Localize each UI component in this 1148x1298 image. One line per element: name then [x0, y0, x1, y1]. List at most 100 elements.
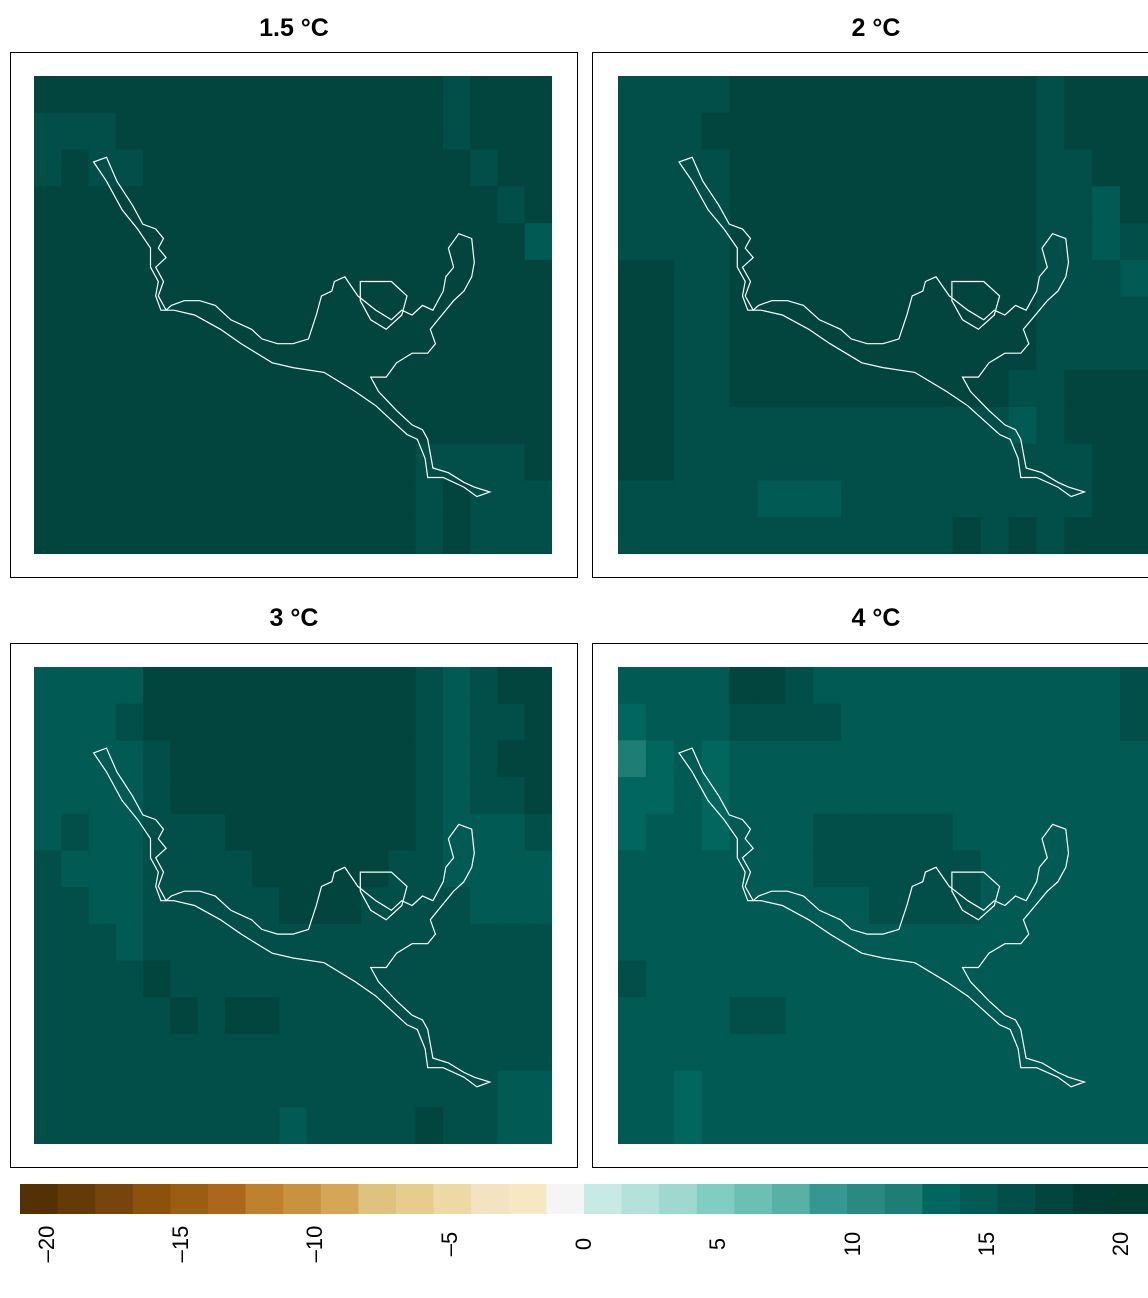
heatmap-cell	[197, 333, 226, 371]
heatmap-cell	[170, 850, 199, 888]
heatmap-cell	[813, 149, 842, 187]
heatmap-cell	[1092, 667, 1121, 705]
heatmap-cell	[524, 333, 552, 371]
heatmap-cell	[115, 76, 144, 114]
heatmap-cell	[415, 223, 444, 261]
heatmap-cell	[388, 813, 417, 852]
heatmap-cell	[729, 406, 759, 445]
heatmap-cell	[924, 76, 954, 114]
heatmap-cell	[757, 960, 786, 998]
heatmap-cell	[497, 703, 526, 741]
heatmap-cell	[813, 112, 842, 151]
heatmap-cell	[143, 186, 171, 224]
heatmap-cell	[61, 296, 90, 334]
heatmap-cell	[952, 667, 982, 705]
heatmap-cell	[841, 333, 870, 371]
heatmap-cell	[306, 186, 335, 224]
heatmap-cell	[388, 960, 417, 998]
heatmap-cell	[252, 703, 280, 741]
heatmap-cell	[388, 112, 417, 151]
heatmap-cell	[170, 960, 199, 998]
heatmap-cell	[1036, 740, 1065, 778]
heatmap-cell	[34, 370, 62, 408]
heatmap-cell	[61, 333, 90, 371]
heatmap-cell	[279, 1033, 308, 1072]
heatmap-cell	[618, 296, 647, 334]
heatmap-cell	[1064, 923, 1093, 962]
heatmap-cell	[143, 333, 171, 371]
heatmap-cell	[470, 667, 499, 705]
heatmap-cell	[896, 887, 926, 925]
heatmap-cell	[924, 667, 954, 705]
heatmap-cell	[388, 997, 417, 1035]
heatmap-cell	[279, 259, 308, 298]
heatmap-cell	[1092, 887, 1121, 925]
heatmap-cell	[170, 1033, 199, 1072]
heatmap-cell	[306, 777, 335, 815]
heatmap-cell	[645, 1107, 675, 1144]
heatmap-cell	[388, 703, 417, 741]
heatmap-cell	[115, 517, 144, 554]
heatmap-cell	[442, 703, 471, 741]
heatmap-cell	[524, 1107, 552, 1144]
heatmap-cell	[1120, 259, 1148, 298]
heatmap-cell	[388, 149, 417, 187]
heatmap-cell	[757, 923, 786, 962]
heatmap-cell	[497, 740, 526, 778]
heatmap-cell	[279, 997, 308, 1035]
heatmap-cell	[1092, 1070, 1121, 1108]
heatmap-cell	[470, 333, 499, 371]
heatmap-cell	[1036, 296, 1065, 334]
heatmap-cell	[497, 850, 526, 888]
heatmap-cell	[279, 740, 308, 778]
heatmap-svg	[618, 76, 1148, 554]
heatmap-cell	[1064, 703, 1093, 741]
heatmap-cell	[143, 406, 171, 445]
heatmap-cell	[524, 517, 552, 554]
heatmap-cell	[1120, 813, 1148, 852]
heatmap-cell	[34, 997, 62, 1035]
heatmap-cell	[980, 960, 1010, 998]
heatmap-cell	[224, 223, 253, 261]
heatmap-cell	[61, 517, 90, 554]
heatmap-cell	[333, 813, 362, 852]
heatmap-cell	[306, 333, 335, 371]
heatmap-cell	[1008, 667, 1038, 705]
heatmap-svg	[34, 76, 552, 554]
heatmap-cell	[896, 186, 926, 224]
heatmap-cell	[388, 777, 417, 815]
heatmap-cell	[869, 443, 898, 482]
heatmap-cell	[1120, 1033, 1148, 1072]
heatmap-cell	[224, 740, 253, 778]
heatmap-cell	[1008, 333, 1038, 371]
heatmap-cell	[1064, 333, 1093, 371]
heatmap-cell	[61, 112, 90, 151]
heatmap-cell	[785, 112, 814, 151]
heatmap-cell	[785, 76, 814, 114]
heatmap-cell	[980, 740, 1010, 778]
heatmap-cell	[115, 813, 144, 852]
heatmap-cell	[442, 112, 471, 151]
heatmap-cell	[1064, 223, 1093, 261]
heatmap-cell	[952, 370, 982, 408]
heatmap-cell	[115, 923, 144, 962]
heatmap-cell	[306, 813, 335, 852]
heatmap-cell	[333, 923, 362, 962]
heatmap-cell	[279, 443, 308, 482]
heatmap-cell	[197, 259, 226, 298]
heatmap-cell	[645, 223, 675, 261]
heatmap-cell	[841, 667, 870, 705]
colorbar-swatch	[884, 1184, 923, 1214]
heatmap-cell	[1092, 1033, 1121, 1072]
heatmap-cell	[841, 186, 870, 224]
heatmap-cell	[618, 406, 647, 445]
heatmap-cell	[1120, 740, 1148, 778]
heatmap-cell	[673, 667, 703, 705]
heatmap-cell	[415, 149, 444, 187]
heatmap-cell	[785, 480, 814, 518]
colorbar-swatch	[245, 1184, 284, 1214]
heatmap-cell	[170, 703, 199, 741]
heatmap-cell	[924, 406, 954, 445]
heatmap-cell	[224, 1033, 253, 1072]
heatmap-cell	[61, 923, 90, 962]
